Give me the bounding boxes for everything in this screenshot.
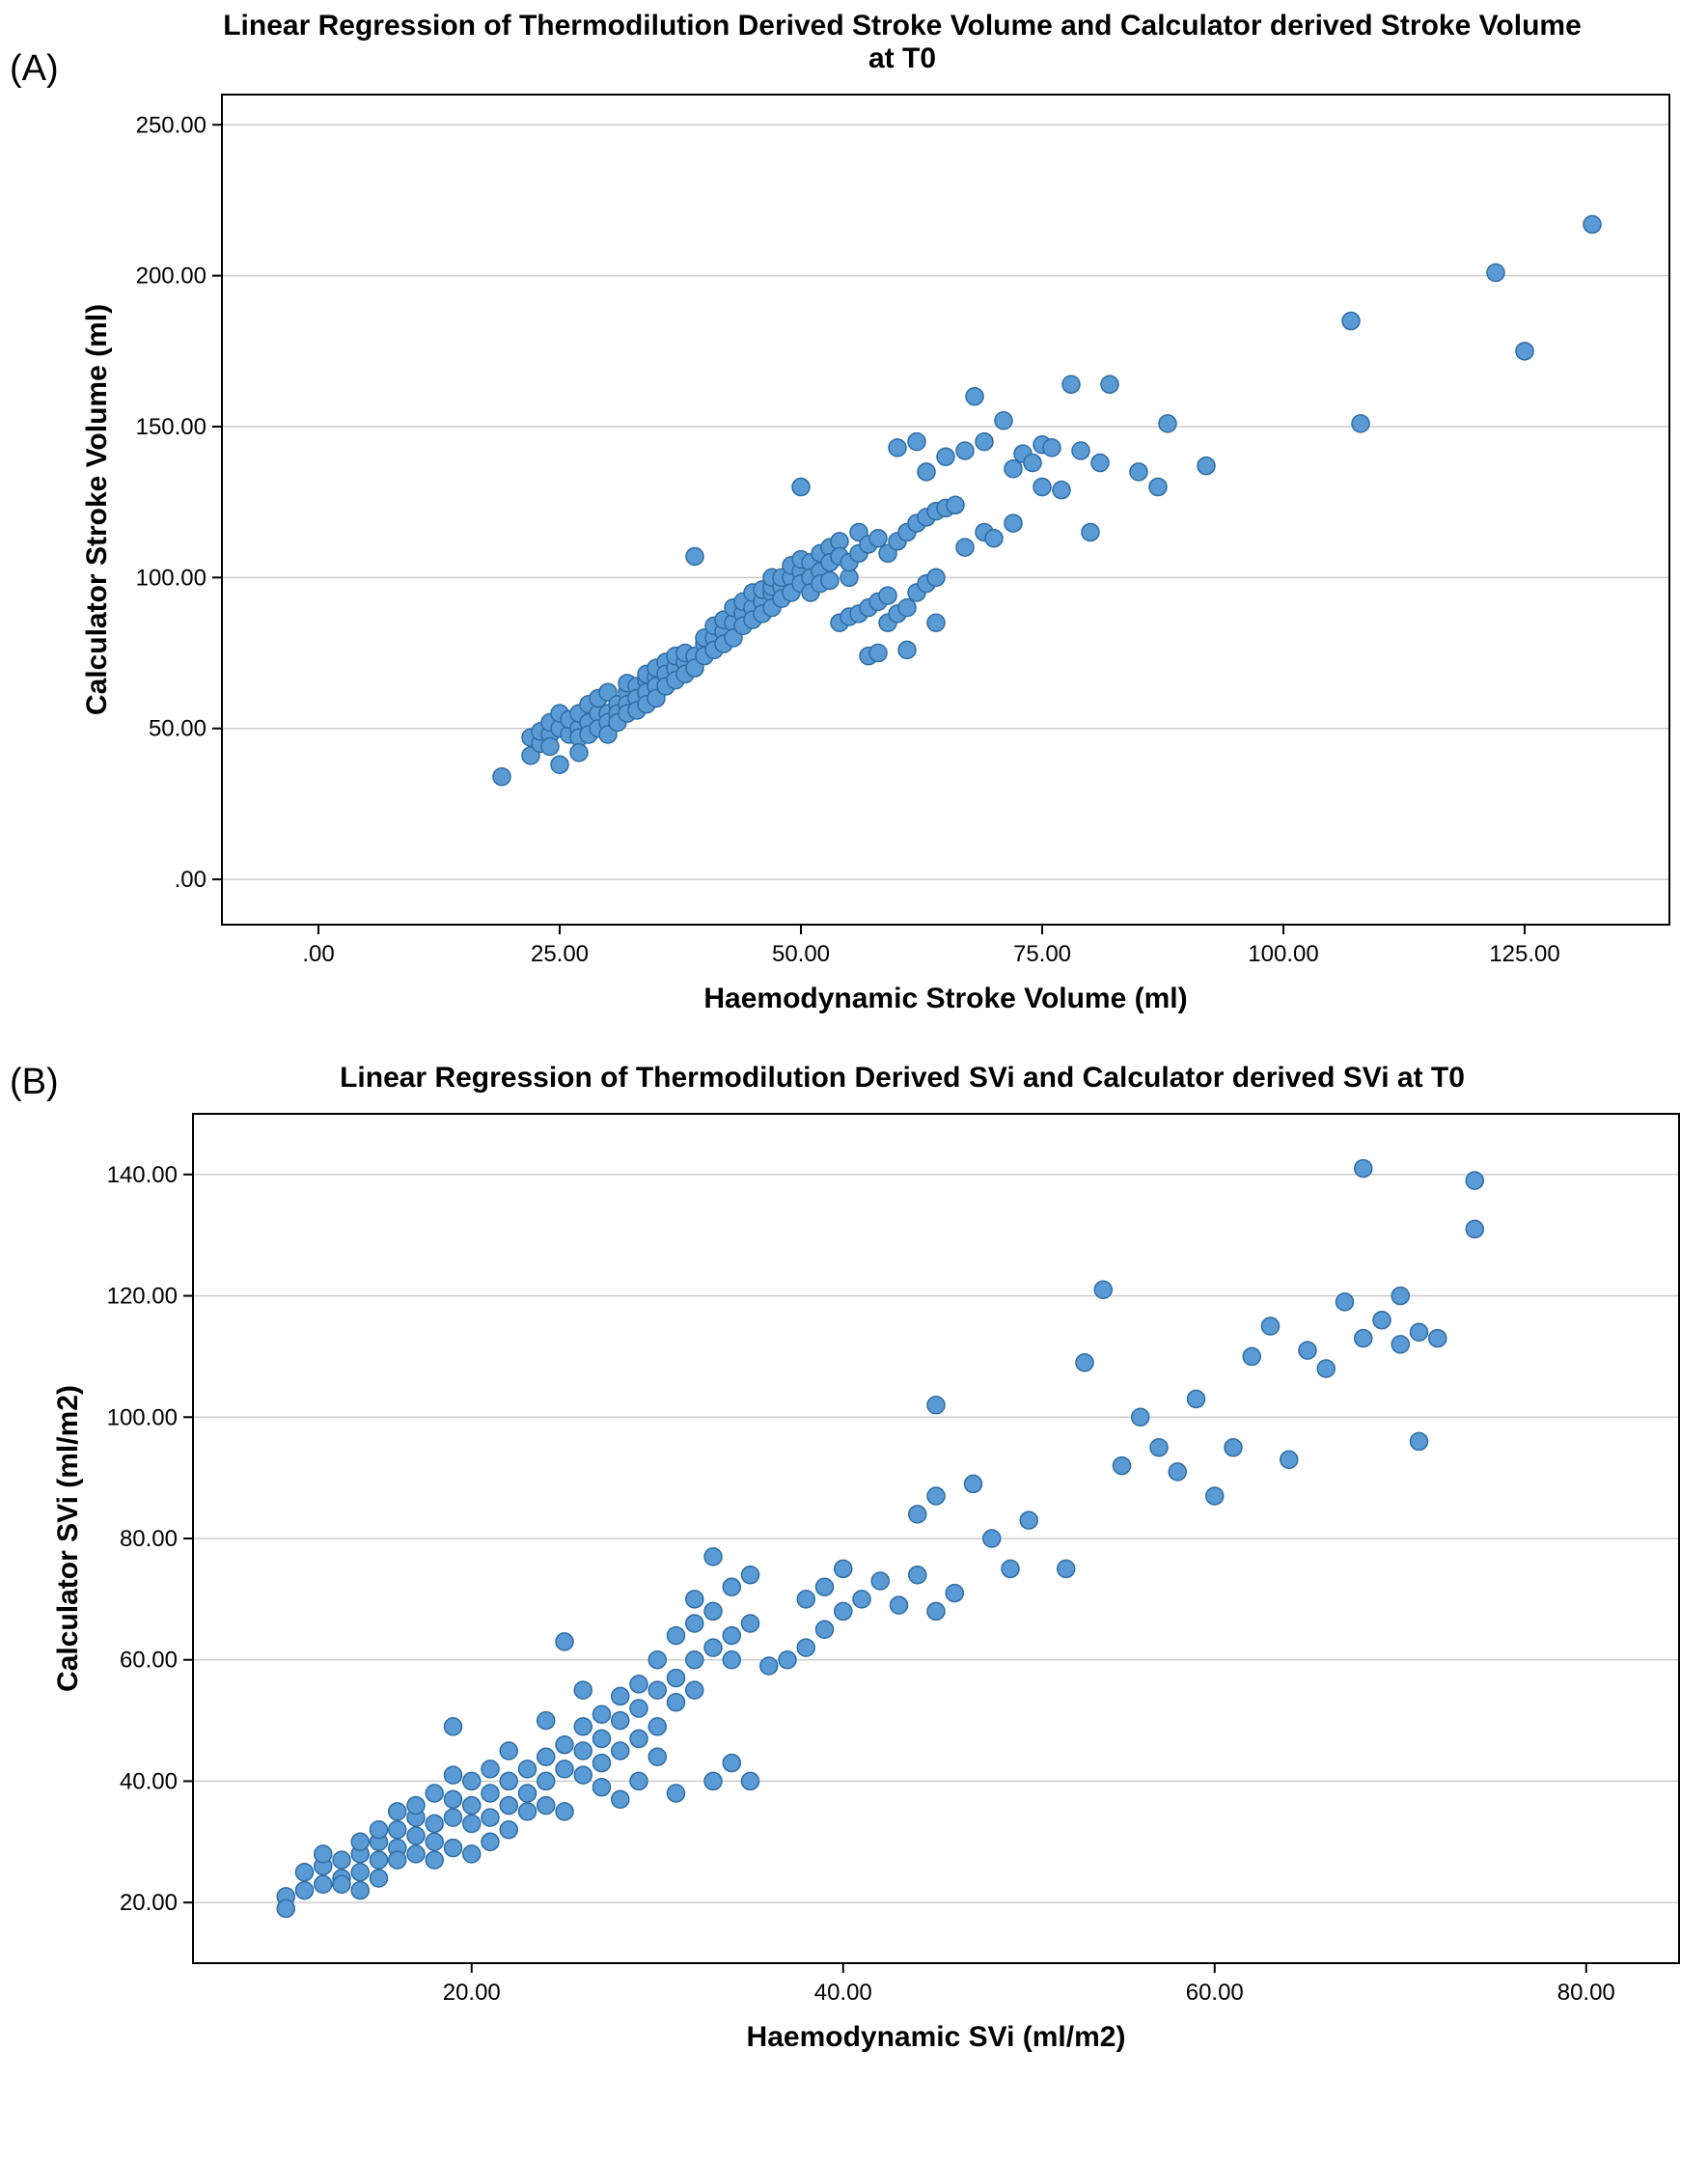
svg-text:250.00: 250.00: [136, 112, 207, 138]
svg-text:120.00: 120.00: [107, 1284, 178, 1310]
svg-text:25.00: 25.00: [531, 941, 589, 967]
chart-a-title-line1: Linear Regression of Thermodilution Deri…: [223, 10, 1582, 42]
svg-text:100.00: 100.00: [107, 1404, 178, 1430]
svg-text:Haemodynamic Stroke Volume (ml: Haemodynamic Stroke Volume (ml): [703, 983, 1187, 1014]
panel-a: (A) Linear Regression of Thermodilution …: [0, 10, 1708, 1062]
svg-text:140.00: 140.00: [107, 1162, 178, 1188]
svg-text:100.00: 100.00: [1248, 941, 1318, 967]
svg-text:80.00: 80.00: [120, 1526, 178, 1552]
svg-text:Calculator SVi (ml/m2): Calculator SVi (ml/m2): [52, 1385, 84, 1692]
chart-a-title: Linear Regression of Thermodilution Deri…: [0, 10, 1708, 75]
scatter-chart-a: .00 25.00 50.00 75.00 100.00 125.00 .00 50.00 10…: [0, 75, 1708, 1050]
figure-page: (A) Linear Regression of Thermodilution …: [0, 0, 1708, 2162]
chart-b-title-line1: Linear Regression of Thermodilution Deri…: [340, 1062, 1465, 1094]
svg-text:40.00: 40.00: [814, 1980, 872, 2006]
panel-b: (B) Linear Regression of Thermodilution …: [0, 1062, 1708, 2123]
svg-text:125.00: 125.00: [1489, 941, 1559, 967]
chart-b-title: Linear Regression of Thermodilution Deri…: [0, 1062, 1708, 1095]
chart-a-title-line2: at T0: [868, 42, 936, 74]
svg-text:50.00: 50.00: [149, 716, 207, 742]
svg-text:50.00: 50.00: [772, 941, 830, 967]
scatter-chart-b: 20.00 40.00 60.00 80.00 20.00 40.00 60.00 80.00…: [0, 1095, 1708, 2098]
svg-text:Calculator Stroke Volume (ml): Calculator Stroke Volume (ml): [81, 304, 113, 715]
svg-text:20.00: 20.00: [120, 1890, 178, 1916]
panel-b-label: (B): [10, 1062, 59, 1103]
svg-text:150.00: 150.00: [136, 414, 207, 440]
svg-text:20.00: 20.00: [443, 1980, 501, 2006]
svg-text:100.00: 100.00: [136, 565, 207, 591]
svg-text:.00: .00: [175, 867, 207, 893]
svg-text:75.00: 75.00: [1013, 941, 1071, 967]
svg-text:80.00: 80.00: [1557, 1980, 1615, 2006]
panel-a-label: (A): [10, 48, 59, 90]
svg-text:60.00: 60.00: [120, 1648, 178, 1674]
svg-text:60.00: 60.00: [1186, 1980, 1244, 2006]
svg-text:40.00: 40.00: [120, 1768, 178, 1794]
svg-text:200.00: 200.00: [136, 263, 207, 290]
svg-text:.00: .00: [302, 941, 334, 967]
svg-text:Haemodynamic SVi (ml/m2): Haemodynamic SVi (ml/m2): [747, 2021, 1126, 2053]
